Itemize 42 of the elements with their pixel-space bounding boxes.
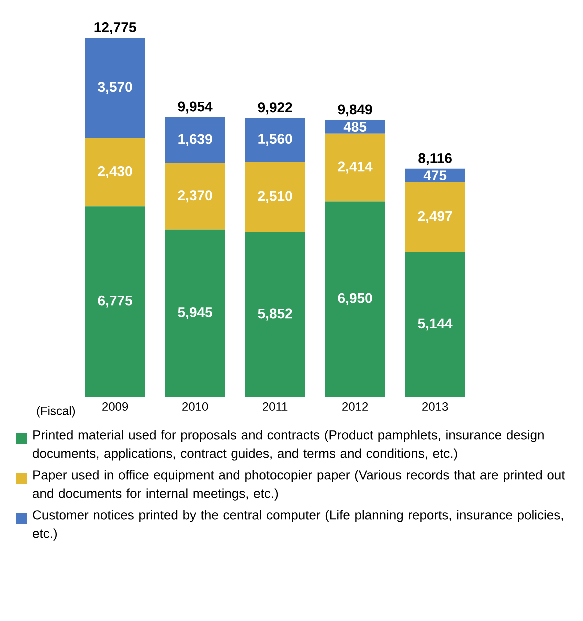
bar xyxy=(325,202,386,397)
bar xyxy=(245,118,306,162)
data-label: 475 xyxy=(424,170,446,180)
bar xyxy=(245,162,306,233)
bar xyxy=(165,163,226,230)
data-label: 1,639 xyxy=(178,134,212,146)
legend-label: Printed material used for proposals and contracts (Product pamphlets, insurance design documents, applications, contract guides, and terms and conditions, etc.) xyxy=(32,430,544,461)
bar xyxy=(405,182,466,252)
bar xyxy=(85,138,146,207)
data-label: 2,430 xyxy=(98,166,132,178)
data-label: 6,775 xyxy=(98,296,132,308)
bar xyxy=(325,134,386,202)
data-label: 2,510 xyxy=(258,191,292,204)
total-label: 9,849 xyxy=(338,104,372,117)
data-label: 6,950 xyxy=(338,293,372,306)
total-label: 9,922 xyxy=(258,102,292,115)
data-label: 485 xyxy=(344,122,366,132)
x-tick-label: 2009 xyxy=(102,402,128,412)
data-label: 2,370 xyxy=(178,190,212,203)
bar xyxy=(165,230,226,397)
legend-label: Customer notices printed by the central computer (Life planning reports, insurance policies, etc.) xyxy=(32,510,563,541)
legend-label: Paper used in office equipment and photocopier paper (Various records that are printed out and documents for internal meetings, etc.) xyxy=(32,470,566,501)
data-label: 5,144 xyxy=(418,318,453,331)
total-label: 12,775 xyxy=(94,22,136,34)
x-tick-label: 2011 xyxy=(262,402,288,412)
x-tick-label: 2012 xyxy=(342,402,368,412)
total-label: 9,954 xyxy=(178,102,213,114)
data-label: 2,497 xyxy=(418,211,452,224)
data-label: 1,560 xyxy=(258,134,292,146)
x-axis-title: (Fiscal) xyxy=(37,406,75,418)
x-tick-label: 2013 xyxy=(422,402,448,412)
x-tick-label: 2010 xyxy=(182,402,208,412)
bar xyxy=(165,117,226,164)
data-label: 3,570 xyxy=(98,82,132,94)
bar xyxy=(85,38,146,138)
data-label: 2,414 xyxy=(338,162,373,174)
data-label: 5,852 xyxy=(258,308,292,321)
total-label: 8,116 xyxy=(418,153,452,166)
bar xyxy=(85,206,146,397)
bar xyxy=(405,252,466,397)
bar xyxy=(245,232,306,397)
data-label: 5,945 xyxy=(178,307,212,320)
